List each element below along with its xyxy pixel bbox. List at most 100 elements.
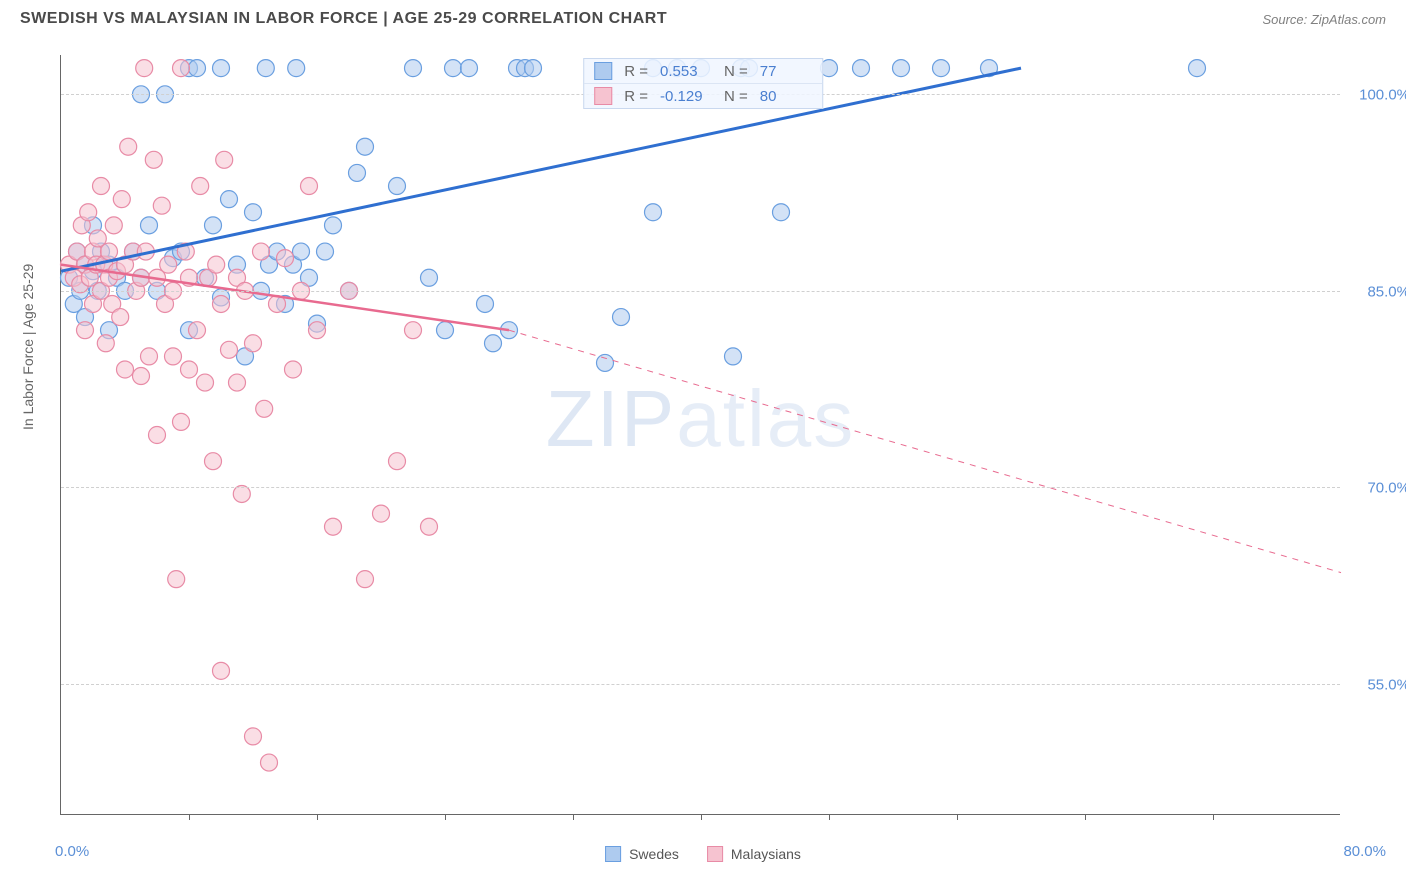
x-axis-end-label: 80.0% — [1343, 843, 1386, 860]
data-point — [229, 374, 246, 391]
n-value: 80 — [760, 88, 812, 105]
data-point — [301, 178, 318, 195]
y-tick-label: 100.0% — [1359, 87, 1406, 104]
data-point — [112, 309, 129, 326]
data-point — [477, 295, 494, 312]
data-point — [525, 60, 542, 77]
scatter-svg — [61, 55, 1340, 814]
data-point — [160, 256, 177, 273]
data-point — [349, 164, 366, 181]
legend-label: Malaysians — [731, 846, 801, 862]
data-point — [113, 191, 130, 208]
data-point — [893, 60, 910, 77]
trend-line — [61, 68, 1021, 271]
x-axis-start-label: 0.0% — [55, 843, 89, 860]
stats-swatch — [594, 87, 612, 105]
data-point — [197, 374, 214, 391]
data-point — [153, 197, 170, 214]
legend: Swedes Malaysians — [605, 846, 801, 862]
data-point — [221, 191, 238, 208]
data-point — [97, 335, 114, 352]
legend-label: Swedes — [629, 846, 679, 862]
data-point — [213, 60, 230, 77]
data-point — [421, 269, 438, 286]
data-point — [373, 505, 390, 522]
legend-item: Malaysians — [707, 846, 801, 862]
data-point — [613, 309, 630, 326]
data-point — [245, 728, 262, 745]
data-point — [325, 217, 342, 234]
data-point — [181, 361, 198, 378]
x-tick — [701, 814, 702, 820]
data-point — [93, 178, 110, 195]
data-point — [216, 151, 233, 168]
data-point — [105, 217, 122, 234]
data-point — [141, 348, 158, 365]
data-point — [317, 243, 334, 260]
data-point — [645, 204, 662, 221]
data-point — [192, 178, 209, 195]
data-point — [389, 453, 406, 470]
data-point — [101, 243, 118, 260]
x-tick — [445, 814, 446, 820]
data-point — [173, 60, 190, 77]
x-tick — [317, 814, 318, 820]
data-point — [77, 322, 94, 339]
data-point — [208, 256, 225, 273]
data-point — [933, 60, 950, 77]
data-point — [445, 60, 462, 77]
data-point — [597, 354, 614, 371]
data-point — [277, 250, 294, 267]
legend-item: Swedes — [605, 846, 679, 862]
r-label: R = — [624, 63, 648, 80]
data-point — [213, 295, 230, 312]
data-point — [136, 60, 153, 77]
data-point — [405, 60, 422, 77]
data-point — [117, 361, 134, 378]
data-point — [145, 151, 162, 168]
gridline: 70.0% — [61, 487, 1340, 488]
y-axis-label: In Labor Force | Age 25-29 — [20, 264, 36, 430]
data-point — [141, 217, 158, 234]
data-point — [221, 341, 238, 358]
data-point — [773, 204, 790, 221]
r-value: 0.553 — [660, 63, 712, 80]
data-point — [133, 368, 150, 385]
data-point — [173, 413, 190, 430]
data-point — [245, 335, 262, 352]
y-tick-label: 85.0% — [1367, 283, 1406, 300]
data-point — [253, 243, 270, 260]
data-point — [309, 322, 326, 339]
data-point — [120, 138, 137, 155]
data-point — [405, 322, 422, 339]
data-point — [1189, 60, 1206, 77]
data-point — [213, 662, 230, 679]
data-point — [149, 427, 166, 444]
data-point — [257, 60, 274, 77]
x-tick — [189, 814, 190, 820]
data-point — [357, 138, 374, 155]
data-point — [437, 322, 454, 339]
trend-extrapolation — [509, 330, 1341, 572]
stats-row: R =-0.129N =80 — [584, 84, 822, 108]
legend-swatch — [707, 846, 723, 862]
data-point — [725, 348, 742, 365]
chart-title: SWEDISH VS MALAYSIAN IN LABOR FORCE | AG… — [20, 10, 667, 28]
legend-swatch — [605, 846, 621, 862]
data-point — [205, 453, 222, 470]
data-point — [189, 322, 206, 339]
n-label: N = — [724, 63, 748, 80]
data-point — [288, 60, 305, 77]
data-point — [421, 518, 438, 535]
data-point — [821, 60, 838, 77]
data-point — [80, 204, 97, 221]
data-point — [853, 60, 870, 77]
data-point — [256, 400, 273, 417]
chart-header: SWEDISH VS MALAYSIAN IN LABOR FORCE | AG… — [0, 0, 1406, 36]
data-point — [461, 60, 478, 77]
y-tick-label: 55.0% — [1367, 676, 1406, 693]
data-point — [293, 243, 310, 260]
x-tick — [573, 814, 574, 820]
data-point — [325, 518, 342, 535]
data-point — [357, 571, 374, 588]
